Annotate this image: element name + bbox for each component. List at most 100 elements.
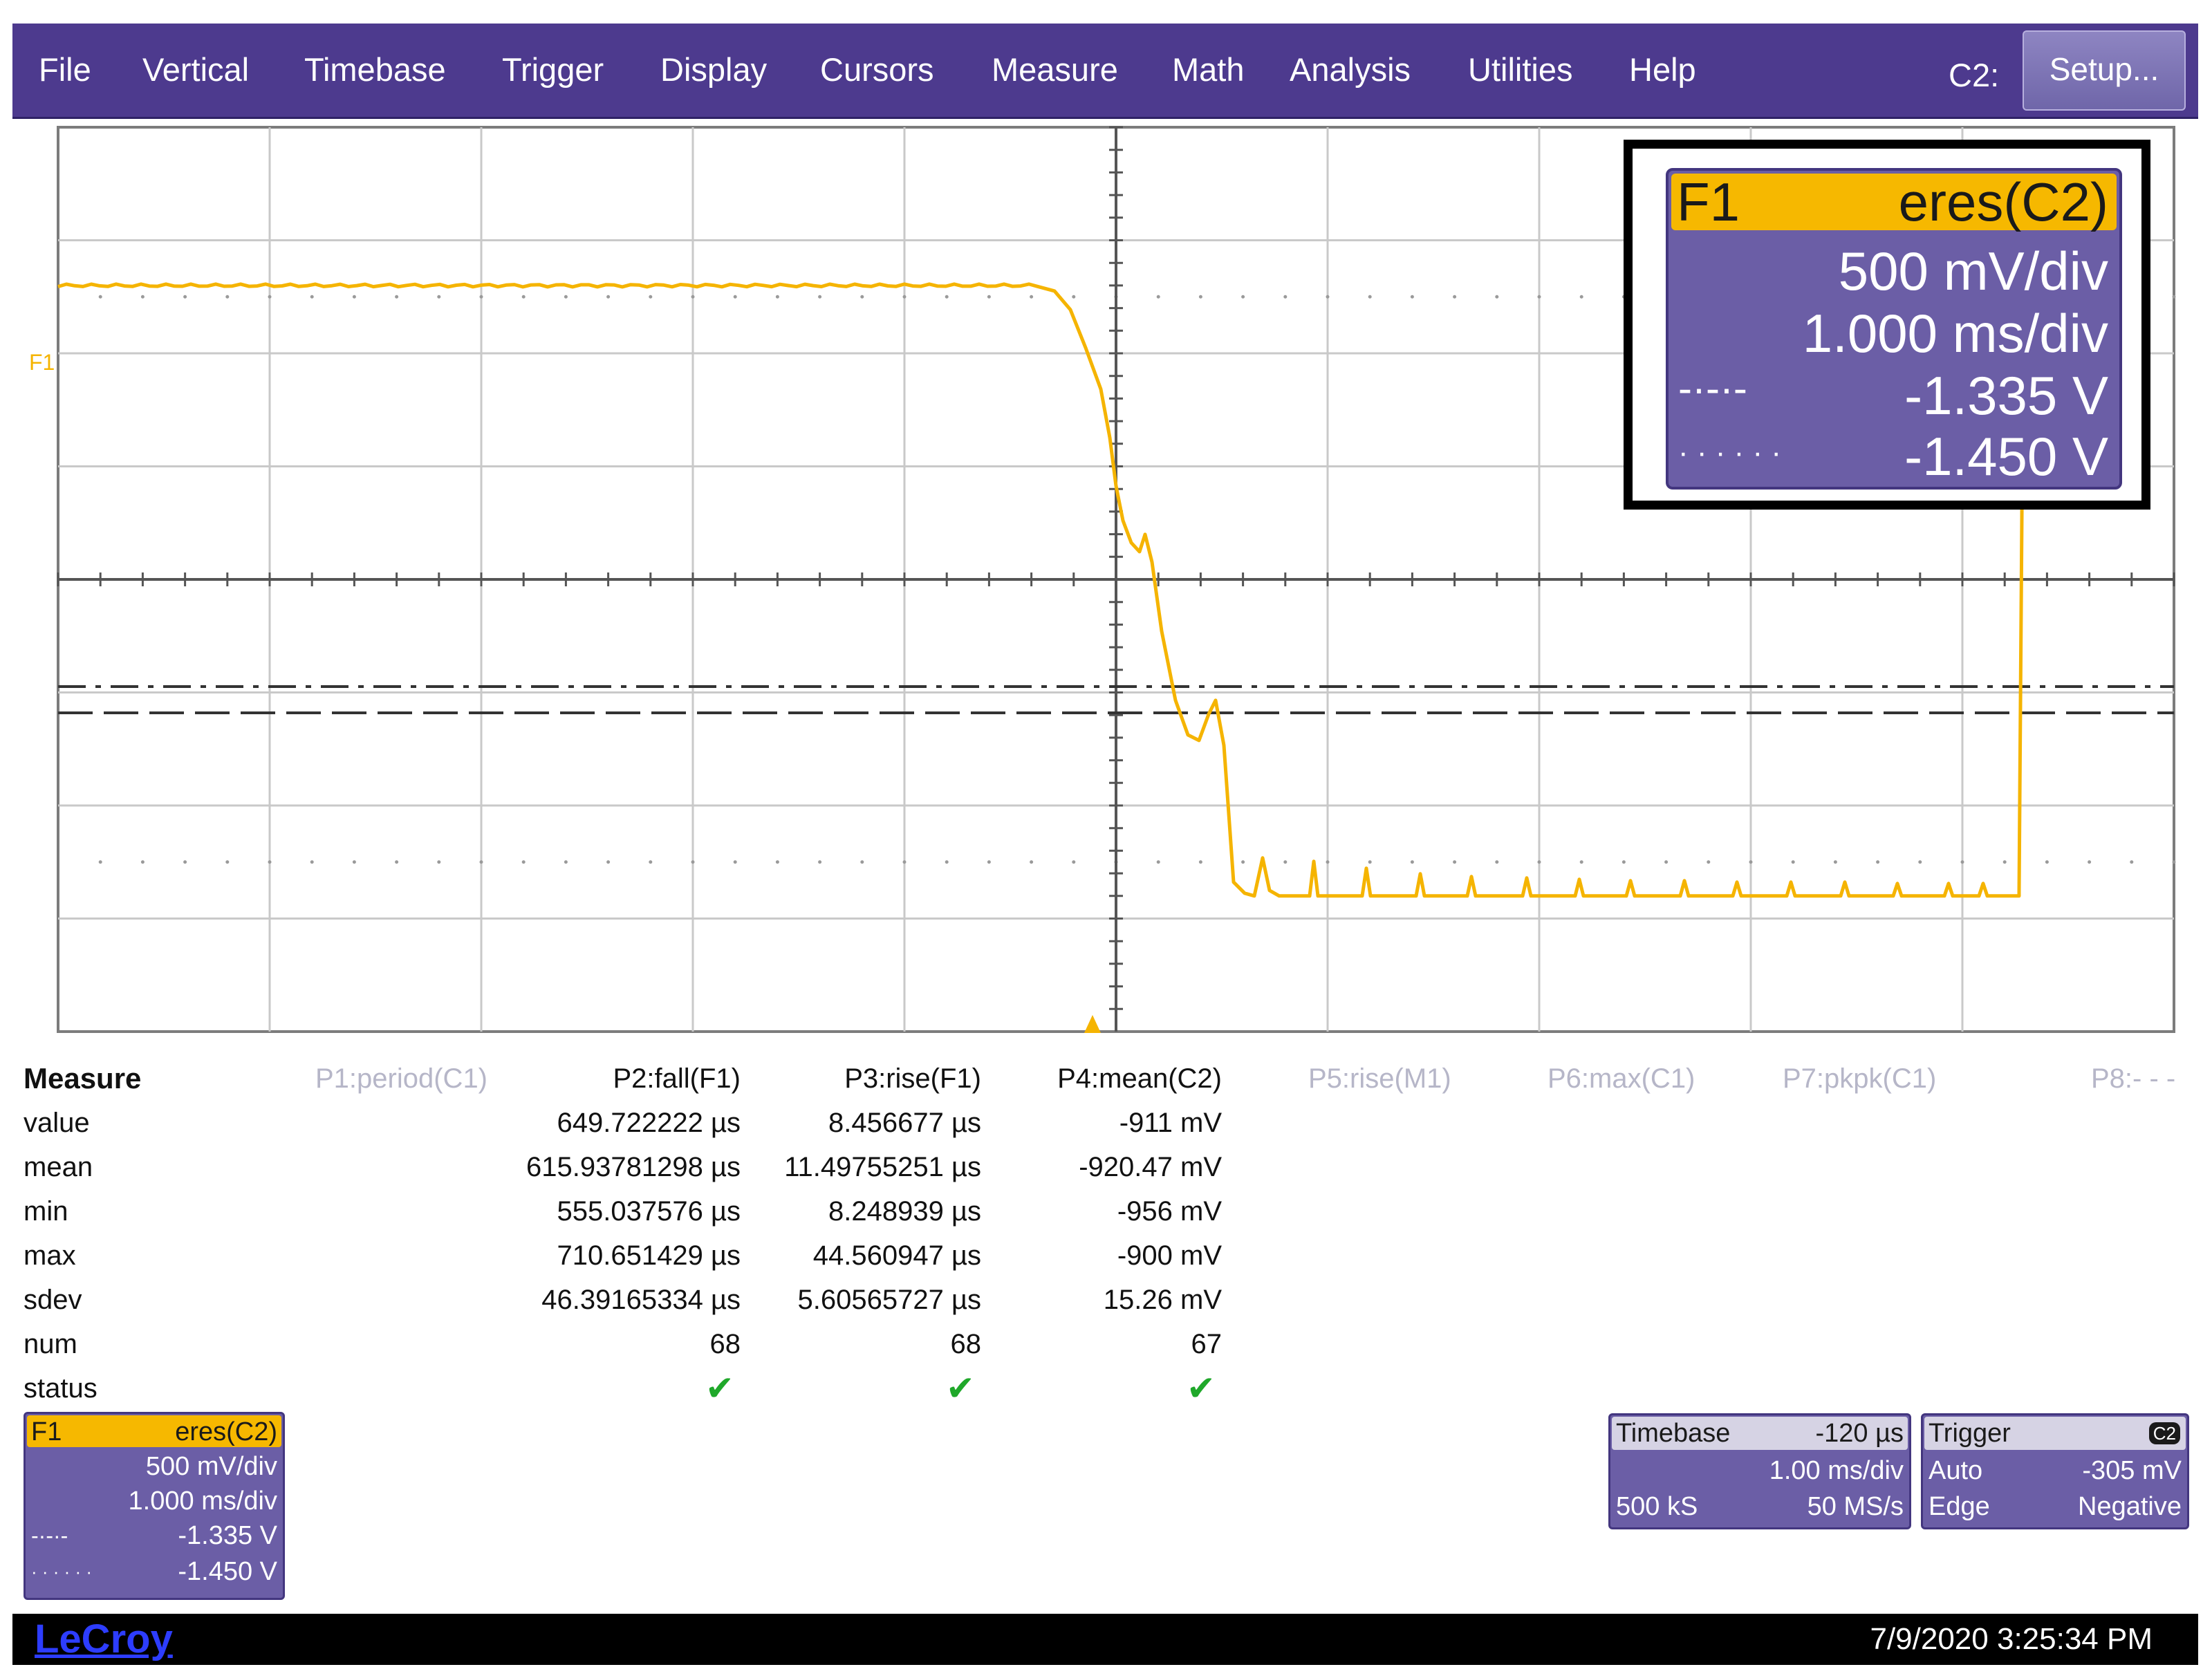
menu-timebase[interactable]: Timebase xyxy=(304,51,446,88)
row-p3: 11.49755251 µs xyxy=(784,1152,981,1182)
param-p2[interactable]: P2:fall(F1) xyxy=(613,1063,741,1094)
grid-dot xyxy=(818,860,822,864)
grid-dot xyxy=(1621,860,1626,864)
menu-vertical[interactable]: Vertical xyxy=(142,51,250,88)
grid-dot xyxy=(1072,295,1076,299)
row-p4: 67 xyxy=(1191,1329,1223,1359)
menu-file[interactable]: File xyxy=(39,51,91,88)
f1-box-hdiv: 1.000 ms/div xyxy=(128,1487,277,1516)
grid-dot xyxy=(1030,295,1034,299)
f1-box-header: F1 eres(C2) xyxy=(27,1415,281,1447)
row-p4: -920.47 mV xyxy=(1079,1152,1222,1182)
grid-dot xyxy=(1156,860,1160,864)
grid-dot xyxy=(1368,860,1372,864)
timebase-rate: 50 MS/s xyxy=(1807,1492,1904,1521)
grid-dot xyxy=(2088,860,2092,864)
callout-cursor1-symbol: -·-·- xyxy=(1678,365,1747,411)
grid-dot xyxy=(902,860,907,864)
status-ok-icon: ✔ xyxy=(705,1369,734,1408)
grid-dot xyxy=(564,295,568,299)
grid-dot xyxy=(1579,860,1583,864)
status-ok-icon: ✔ xyxy=(946,1369,975,1408)
grid-dot xyxy=(691,860,695,864)
f1-descriptor-callout: F1 eres(C2) 500 mV/div 1.000 ms/div -·-·… xyxy=(1624,140,2150,510)
timebase-samples: 500 kS xyxy=(1616,1492,1698,1521)
grid-dot xyxy=(1156,295,1160,299)
grid-dot xyxy=(2130,860,2134,864)
axis-ticks xyxy=(57,126,2175,1010)
param-p4[interactable]: P4:mean(C2) xyxy=(1057,1063,1222,1094)
menu-measure[interactable]: Measure xyxy=(992,51,1118,88)
row-p2: 710.651429 µs xyxy=(557,1240,741,1271)
callout-source: eres(C2) xyxy=(1898,171,2108,232)
param-p5[interactable]: P5:rise(M1) xyxy=(1308,1063,1451,1094)
trigger-box[interactable]: Trigger C2 Auto -305 mV Edge Negative xyxy=(1921,1413,2189,1529)
param-p3[interactable]: P3:rise(F1) xyxy=(844,1063,981,1094)
callout-cursor2-value: -1.450 V xyxy=(1904,426,2108,487)
grid-dot xyxy=(1368,295,1372,299)
grid-dot xyxy=(1030,860,1034,864)
grid-dot xyxy=(1876,860,1880,864)
grid-dot xyxy=(1791,860,1795,864)
menu-trigger[interactable]: Trigger xyxy=(502,51,604,88)
param-p1[interactable]: P1:period(C1) xyxy=(315,1063,488,1094)
row-p2: 68 xyxy=(709,1329,741,1359)
grid-dot xyxy=(1749,860,1753,864)
grid-dot xyxy=(479,295,483,299)
channel-label: C2: xyxy=(1949,57,2000,93)
grid-dot xyxy=(352,295,356,299)
menu-bar: File Vertical Timebase Trigger Display C… xyxy=(12,24,2198,119)
grid-dot xyxy=(521,295,526,299)
row-p2: 555.037576 µs xyxy=(557,1196,741,1227)
menu-display[interactable]: Display xyxy=(660,51,768,88)
grid-dot xyxy=(987,295,991,299)
f1-descriptor-box[interactable]: F1 eres(C2) 500 mV/div 1.000 ms/div -·-·… xyxy=(24,1412,285,1600)
grid-dot xyxy=(1326,860,1330,864)
f1-descriptor-enlarged[interactable]: F1 eres(C2) 500 mV/div 1.000 ms/div -·-·… xyxy=(1666,168,2122,490)
row-label: num xyxy=(24,1329,77,1359)
f1-box-vdiv: 500 mV/div xyxy=(145,1452,277,1481)
menu-math[interactable]: Math xyxy=(1172,51,1245,88)
grid-dot xyxy=(479,860,483,864)
param-p6[interactable]: P6:max(C1) xyxy=(1548,1063,1695,1094)
grid-dot xyxy=(1241,295,1245,299)
param-p7[interactable]: P7:pkpk(C1) xyxy=(1783,1063,1937,1094)
setup-button[interactable]: Setup... xyxy=(2023,30,2186,111)
grid-dot xyxy=(606,295,611,299)
grid-dot xyxy=(733,295,737,299)
grid-dot xyxy=(1326,295,1330,299)
callout-hdiv: 1.000 ms/div xyxy=(1802,303,2108,364)
trigger-label: Trigger xyxy=(1928,1419,2011,1448)
waveform-grid[interactable]: F1 xyxy=(0,0,2212,1051)
param-p8[interactable]: P8:- - - xyxy=(2091,1063,2176,1094)
grid-dot xyxy=(945,860,949,864)
trigger-header: Trigger C2 xyxy=(1924,1417,2186,1450)
trace-label: F1 xyxy=(29,350,55,375)
f1-box-cursor2-value: -1.450 V xyxy=(178,1557,277,1586)
grid-dot xyxy=(183,295,187,299)
trigger-type: Edge xyxy=(1928,1492,1990,1521)
trigger-slope: Negative xyxy=(2078,1492,2182,1521)
menu-help[interactable]: Help xyxy=(1629,51,1696,88)
row-p2: 615.93781298 µs xyxy=(526,1152,741,1182)
trace-f1 xyxy=(57,249,2029,898)
grid-dot xyxy=(140,860,145,864)
grid-dot xyxy=(606,860,611,864)
grid-dot xyxy=(2045,860,2049,864)
row-p3: 68 xyxy=(950,1329,982,1359)
grid-dot xyxy=(860,860,864,864)
grid-dot xyxy=(1198,860,1202,864)
menu-analysis[interactable]: Analysis xyxy=(1290,51,1411,88)
grid-dot xyxy=(140,295,145,299)
row-label: max xyxy=(24,1240,76,1271)
grid-dot xyxy=(691,295,695,299)
timebase-box[interactable]: Timebase -120 µs 1.00 ms/div 500 kS 50 M… xyxy=(1608,1413,1911,1529)
callout-header: F1 eres(C2) xyxy=(1671,174,2117,230)
grid-dot xyxy=(860,295,864,299)
menu-cursors[interactable]: Cursors xyxy=(820,51,934,88)
grid-dot xyxy=(1537,295,1541,299)
menu-utilities[interactable]: Utilities xyxy=(1468,51,1573,88)
brand-logo: LeCroy xyxy=(35,1617,173,1661)
timebase-header: Timebase -120 µs xyxy=(1612,1417,1908,1450)
measure-title: Measure xyxy=(24,1062,142,1095)
